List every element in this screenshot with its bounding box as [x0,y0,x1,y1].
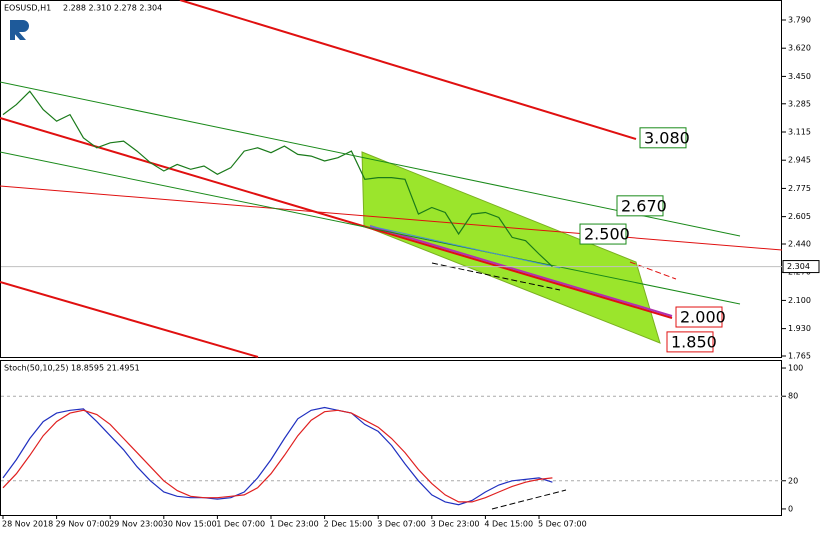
x-tick-label: 3 Dec 07:00 [377,520,426,529]
trend-line [369,225,673,317]
level-label: 2.500 [584,225,630,244]
trend-line [0,185,783,251]
trend-line [369,225,561,269]
level-box [616,195,664,217]
dashed-line [491,489,567,510]
trend-line [0,117,673,319]
y-tick-label: 2.100 [788,296,811,305]
y-tick-label: 2.945 [788,156,811,165]
y-tick-label: 20 [788,476,798,485]
x-tick-label: 29 Nov 07:00 [56,520,110,529]
data-line [2,90,553,268]
trend-line [0,281,259,358]
y-tick-label: 2.605 [788,212,811,221]
chart-title: EOSUSD,H1 [4,4,51,13]
x-tick-label: 3 Dec 23:00 [431,520,480,529]
y-tick-label: 80 [788,392,798,401]
y-tick-label: 3.285 [788,99,811,108]
x-tick-label: 5 Dec 07:00 [538,520,587,529]
dashed-line [629,261,677,280]
x-tick-label: 4 Dec 15:00 [484,520,533,529]
y-tick-label: 3.115 [788,127,811,136]
x-tick-label: 28 Nov 2018 [2,520,53,529]
x-tick-label: 1 Dec 23:00 [270,520,319,529]
x-tick-label: 30 Nov 15:00 [163,520,217,529]
x-tick-label: 1 Dec 07:00 [216,520,265,529]
indicator-title: Stoch(50,10,25) 18.8595 21.4951 [4,364,140,373]
data-line [2,406,553,506]
dashed-line [431,262,561,291]
level-label: 3.080 [644,128,690,147]
trend-line [0,151,741,305]
stoch-panel [0,360,782,516]
data-line [2,409,553,503]
level-label: 1.850 [671,332,717,351]
level-label: 2.670 [621,196,667,215]
level-label: 2.000 [680,308,726,327]
price-panel [0,0,782,358]
trend-line [179,0,637,140]
channel-fill [361,151,661,344]
y-tick-label: 3.790 [788,15,811,24]
x-tick-label: 2 Dec 15:00 [324,520,373,529]
level-box [639,127,687,149]
price-tag [782,260,820,274]
price-tag-label: 2.304 [787,262,810,271]
y-tick-label: 3.450 [788,72,811,81]
x-tick-label: 29 Nov 23:00 [109,520,163,529]
y-tick-label: 0 [788,504,793,513]
level-box [675,306,723,328]
level-box [579,223,627,245]
y-tick-label: 2.440 [788,240,811,249]
y-tick-label: 1.765 [788,352,811,361]
y-tick-label: 3.620 [788,44,811,53]
y-tick-label: 100 [788,364,803,373]
logo [10,20,29,40]
ohlc-text: 2.288 2.310 2.278 2.304 [63,4,162,13]
level-box [666,331,714,353]
y-tick-label: 2.775 [788,184,811,193]
y-tick-label: 1.930 [788,324,811,333]
